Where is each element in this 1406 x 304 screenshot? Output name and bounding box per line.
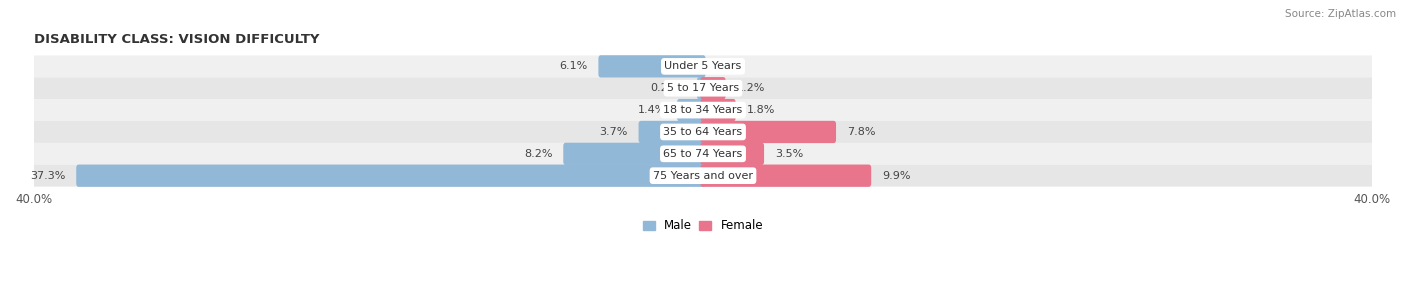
Text: 3.5%: 3.5% xyxy=(775,149,803,159)
Text: 18 to 34 Years: 18 to 34 Years xyxy=(664,105,742,115)
Text: DISABILITY CLASS: VISION DIFFICULTY: DISABILITY CLASS: VISION DIFFICULTY xyxy=(34,33,319,46)
Text: 9.9%: 9.9% xyxy=(882,171,911,181)
Text: 0.21%: 0.21% xyxy=(651,83,686,93)
Text: 5 to 17 Years: 5 to 17 Years xyxy=(666,83,740,93)
FancyBboxPatch shape xyxy=(700,77,725,99)
FancyBboxPatch shape xyxy=(697,77,706,99)
Text: 0.0%: 0.0% xyxy=(717,61,745,71)
Text: Under 5 Years: Under 5 Years xyxy=(665,61,741,71)
Text: 35 to 64 Years: 35 to 64 Years xyxy=(664,127,742,137)
FancyBboxPatch shape xyxy=(700,143,763,165)
Text: 6.1%: 6.1% xyxy=(560,61,588,71)
Text: 3.7%: 3.7% xyxy=(599,127,627,137)
Text: 65 to 74 Years: 65 to 74 Years xyxy=(664,149,742,159)
FancyBboxPatch shape xyxy=(564,143,706,165)
FancyBboxPatch shape xyxy=(678,99,706,121)
FancyBboxPatch shape xyxy=(638,121,706,143)
FancyBboxPatch shape xyxy=(34,99,1372,121)
FancyBboxPatch shape xyxy=(599,55,706,78)
FancyBboxPatch shape xyxy=(34,143,1372,165)
Text: 1.2%: 1.2% xyxy=(737,83,765,93)
Text: Source: ZipAtlas.com: Source: ZipAtlas.com xyxy=(1285,9,1396,19)
FancyBboxPatch shape xyxy=(76,164,706,187)
FancyBboxPatch shape xyxy=(700,164,872,187)
FancyBboxPatch shape xyxy=(34,165,1372,187)
Text: 1.8%: 1.8% xyxy=(747,105,775,115)
Text: 7.8%: 7.8% xyxy=(846,127,876,137)
Text: 75 Years and over: 75 Years and over xyxy=(652,171,754,181)
Text: 37.3%: 37.3% xyxy=(30,171,65,181)
Text: 1.4%: 1.4% xyxy=(638,105,666,115)
FancyBboxPatch shape xyxy=(34,77,1372,99)
Text: 8.2%: 8.2% xyxy=(524,149,553,159)
FancyBboxPatch shape xyxy=(700,121,837,143)
FancyBboxPatch shape xyxy=(34,55,1372,77)
Legend: Male, Female: Male, Female xyxy=(643,219,763,233)
FancyBboxPatch shape xyxy=(700,99,735,121)
FancyBboxPatch shape xyxy=(34,121,1372,143)
